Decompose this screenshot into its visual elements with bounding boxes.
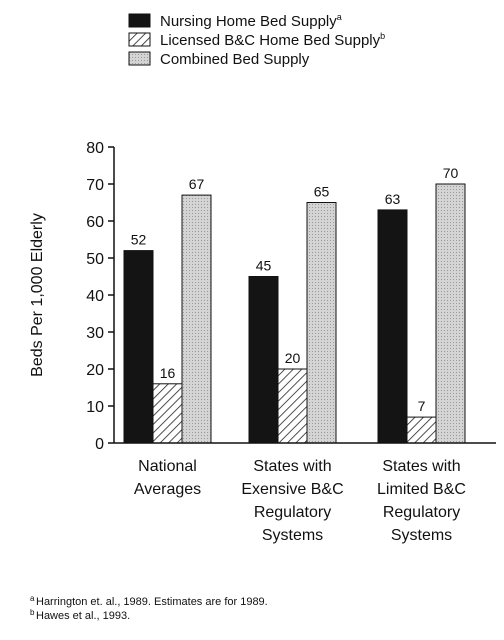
category-label: Systems xyxy=(262,527,323,544)
legend-label-3: Combined Bed Supply xyxy=(160,51,310,68)
y-axis: 0 10 20 30 40 50 60 70 80 Beds Per 1,000 Elderly xyxy=(29,140,115,453)
category-label: National xyxy=(138,458,197,475)
bar-dots-2 xyxy=(306,202,337,444)
bar-hatch-1 xyxy=(152,383,183,444)
data-label: 7 xyxy=(418,398,426,414)
category-label: Exensive B&C xyxy=(241,481,343,498)
bar-solid-1 xyxy=(123,250,154,444)
legend-swatch-1 xyxy=(128,13,151,28)
footnote-text: Harrington et. al., 1989. Estimates are … xyxy=(36,596,268,608)
legend-swatch-3 xyxy=(128,51,151,66)
data-label: 67 xyxy=(189,176,205,192)
y-tick-label: 20 xyxy=(86,362,104,379)
data-label: 65 xyxy=(314,184,330,200)
footnote-marker: b xyxy=(30,608,35,617)
bar-dots-1 xyxy=(181,194,212,444)
y-tick-label: 0 xyxy=(95,436,104,453)
y-tick-label: 30 xyxy=(86,325,104,342)
bar-solid-3 xyxy=(377,209,408,444)
footnote-text: Hawes et al., 1993. xyxy=(36,610,130,622)
y-tick-label: 60 xyxy=(86,214,104,231)
footnote-marker: a xyxy=(30,594,35,603)
legend-label-2: Licensed B&C Home Bed Supplyb xyxy=(160,31,385,49)
y-axis-label: Beds Per 1,000 Elderly xyxy=(29,213,46,377)
category-label: States with xyxy=(382,458,460,475)
legend-label-1: Nursing Home Bed Supplya xyxy=(160,12,342,30)
category-label: Averages xyxy=(134,481,201,498)
category-label: States with xyxy=(253,458,331,475)
legend-footnote-marker: a xyxy=(337,12,342,22)
data-labels: 52 16 67 45 20 65 63 7 70 xyxy=(131,165,459,414)
category-label: Regulatory xyxy=(383,504,460,521)
category-label: Regulatory xyxy=(254,504,331,521)
bar-dots-3 xyxy=(435,183,466,444)
y-tick-label: 50 xyxy=(86,251,104,268)
bar-solid-2 xyxy=(248,276,279,444)
data-label: 52 xyxy=(131,232,147,248)
data-label: 63 xyxy=(385,191,401,207)
data-label: 16 xyxy=(160,365,176,381)
category-label: Systems xyxy=(391,527,452,544)
data-label: 70 xyxy=(443,165,459,181)
bar-hatch-3 xyxy=(406,416,437,444)
data-label: 20 xyxy=(285,350,301,366)
x-axis: National Averages States with Exensive B&C R… xyxy=(114,442,496,544)
y-tick-label: 70 xyxy=(86,177,104,194)
bar-hatch-2 xyxy=(277,368,308,444)
y-tick-label: 10 xyxy=(86,399,104,416)
bars xyxy=(123,183,466,444)
footnotes: a Harrington et. al., 1989. Estimates are… xyxy=(30,594,268,622)
y-tick-label: 80 xyxy=(86,140,104,157)
data-label: 45 xyxy=(256,258,272,274)
y-tick-label: 40 xyxy=(86,288,104,305)
legend-footnote-marker: b xyxy=(380,31,385,41)
category-label: Limited B&C xyxy=(377,481,466,498)
legend-swatch-2 xyxy=(128,32,151,47)
